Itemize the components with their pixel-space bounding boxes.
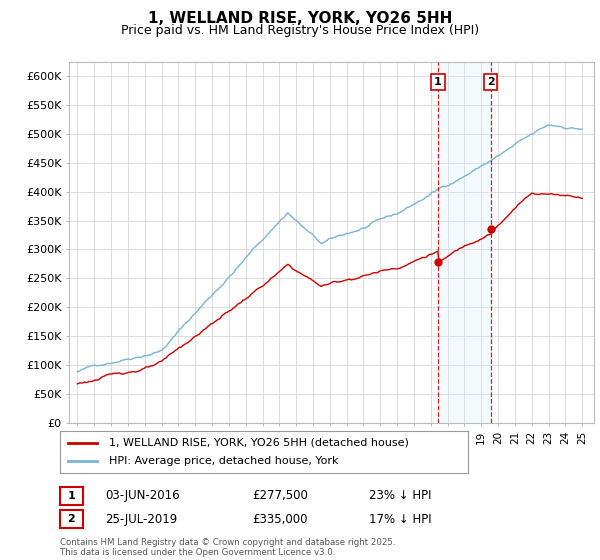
Text: 2: 2 xyxy=(68,514,75,524)
Text: £277,500: £277,500 xyxy=(252,489,308,502)
Text: 25-JUL-2019: 25-JUL-2019 xyxy=(105,512,177,526)
Text: 1: 1 xyxy=(434,77,442,87)
Text: 23% ↓ HPI: 23% ↓ HPI xyxy=(369,489,431,502)
Text: 17% ↓ HPI: 17% ↓ HPI xyxy=(369,512,431,526)
Text: HPI: Average price, detached house, York: HPI: Average price, detached house, York xyxy=(109,456,338,466)
Text: 03-JUN-2016: 03-JUN-2016 xyxy=(105,489,179,502)
Text: 1: 1 xyxy=(68,491,75,501)
Text: 1, WELLAND RISE, YORK, YO26 5HH: 1, WELLAND RISE, YORK, YO26 5HH xyxy=(148,11,452,26)
Text: Contains HM Land Registry data © Crown copyright and database right 2025.
This d: Contains HM Land Registry data © Crown c… xyxy=(60,538,395,557)
Text: 1, WELLAND RISE, YORK, YO26 5HH (detached house): 1, WELLAND RISE, YORK, YO26 5HH (detache… xyxy=(109,438,409,448)
Text: Price paid vs. HM Land Registry's House Price Index (HPI): Price paid vs. HM Land Registry's House … xyxy=(121,24,479,36)
Text: 2: 2 xyxy=(487,77,495,87)
Text: £335,000: £335,000 xyxy=(252,512,308,526)
Bar xyxy=(438,62,491,423)
